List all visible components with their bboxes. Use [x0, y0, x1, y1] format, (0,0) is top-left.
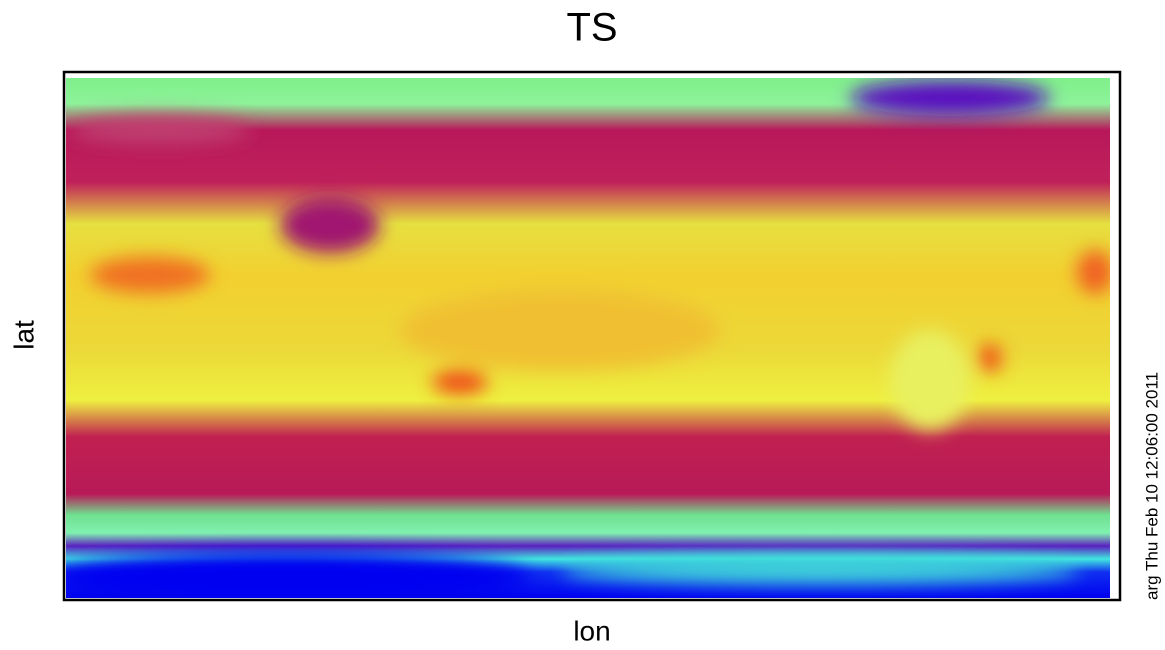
y-axis-label: lat — [8, 320, 39, 350]
plot-frame — [62, 70, 1122, 602]
chart-title: TS — [566, 6, 617, 50]
raster — [66, 78, 1110, 598]
annotation: arg Thu Feb 10 12:06:00 2011 — [1142, 372, 1161, 600]
x-axis-label: lon — [573, 615, 610, 646]
